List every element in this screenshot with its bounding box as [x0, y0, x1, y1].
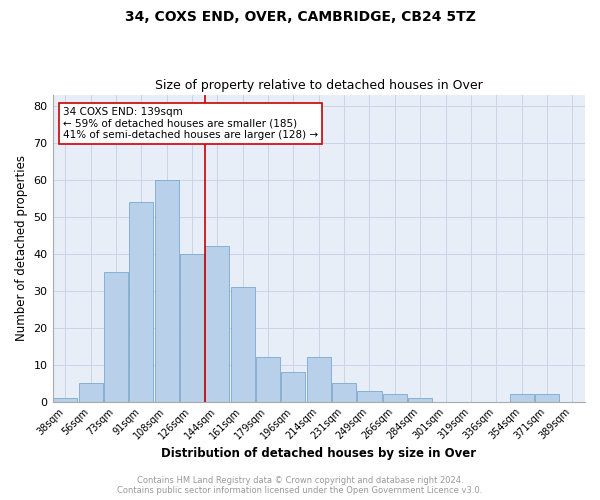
Text: 34 COXS END: 139sqm
← 59% of detached houses are smaller (185)
41% of semi-detac: 34 COXS END: 139sqm ← 59% of detached ho… — [63, 107, 319, 140]
Bar — [155, 180, 179, 402]
Bar — [383, 394, 407, 402]
Bar — [408, 398, 432, 402]
Bar — [281, 372, 305, 402]
Bar — [53, 398, 77, 402]
Bar — [332, 384, 356, 402]
Bar — [307, 358, 331, 402]
Title: Size of property relative to detached houses in Over: Size of property relative to detached ho… — [155, 79, 482, 92]
Text: Contains HM Land Registry data © Crown copyright and database right 2024.
Contai: Contains HM Land Registry data © Crown c… — [118, 476, 482, 495]
Y-axis label: Number of detached properties: Number of detached properties — [15, 155, 28, 341]
Bar — [358, 390, 382, 402]
Bar — [104, 272, 128, 402]
Text: 34, COXS END, OVER, CAMBRIDGE, CB24 5TZ: 34, COXS END, OVER, CAMBRIDGE, CB24 5TZ — [125, 10, 475, 24]
Bar — [230, 287, 255, 402]
Bar — [509, 394, 533, 402]
Bar — [180, 254, 204, 402]
Bar — [256, 358, 280, 402]
Bar — [205, 246, 229, 402]
X-axis label: Distribution of detached houses by size in Over: Distribution of detached houses by size … — [161, 447, 476, 460]
Bar — [535, 394, 559, 402]
Bar — [79, 384, 103, 402]
Bar — [129, 202, 154, 402]
